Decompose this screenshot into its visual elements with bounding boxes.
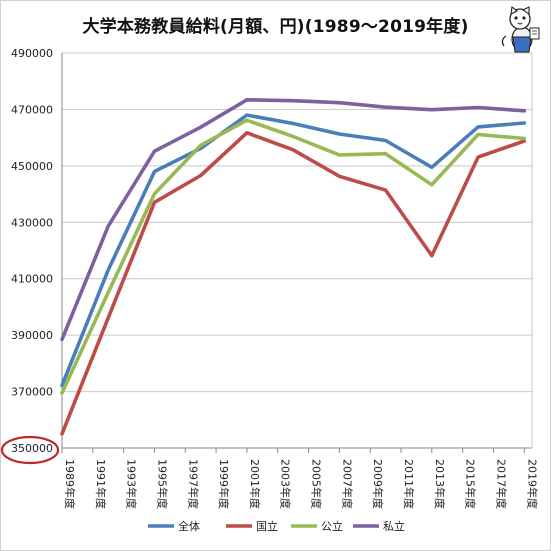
x-tick-label: 2003年度 xyxy=(279,459,293,509)
series-lines xyxy=(60,98,527,436)
legend-label: 公立 xyxy=(321,519,343,533)
x-tick-label: 2007年度 xyxy=(340,459,354,509)
y-tick-label: 350000 xyxy=(11,442,53,455)
y-tick-label: 370000 xyxy=(11,386,53,399)
y-tick-label: 410000 xyxy=(11,273,53,286)
x-tick-label: 2013年度 xyxy=(433,459,447,509)
x-tick-label: 2015年度 xyxy=(464,459,478,509)
cat-mascot-icon xyxy=(501,6,540,53)
x-tick-label: 1993年度 xyxy=(125,459,139,509)
series-line-all xyxy=(60,113,527,388)
x-tick-label: 1991年度 xyxy=(94,459,108,509)
x-tick-label: 2017年度 xyxy=(494,459,508,509)
y-tick-label: 430000 xyxy=(11,216,53,229)
x-tick-label: 1989年度 xyxy=(63,459,77,509)
chart-title: 大学本務教員給料(月額、円)(1989～2019年度) xyxy=(82,17,469,37)
legend-label: 国立 xyxy=(256,519,278,533)
legend: 全体 国立 公立 私立 xyxy=(148,519,405,533)
y-tick-label: 450000 xyxy=(11,160,53,173)
x-tick-label: 1995年度 xyxy=(155,459,169,509)
x-tick-label: 1997年度 xyxy=(186,459,200,509)
y-tick-label: 490000 xyxy=(11,47,53,60)
annotations xyxy=(0,435,60,465)
x-tick-labels: 1989年度 1991年度 1993年度 1995年度 1997年度 1999年度 2001… xyxy=(63,459,539,509)
x-tick-label: 2019年度 xyxy=(525,459,539,509)
y-tick-label: 470000 xyxy=(11,103,53,116)
x-tick-label: 1999年度 xyxy=(217,459,231,509)
x-tick-label: 2011年度 xyxy=(402,459,416,509)
x-tick-label: 2009年度 xyxy=(371,459,385,509)
series-line-public xyxy=(60,118,527,395)
y-tick-label: 390000 xyxy=(11,329,53,342)
series-line-national xyxy=(60,131,527,436)
y-tick-labels: 350000 370000 390000 410000 430000 450000 4700… xyxy=(11,47,53,455)
series-line-private xyxy=(60,98,527,342)
legend-label: 全体 xyxy=(178,519,200,533)
highlight-ellipse xyxy=(0,435,60,465)
x-tick-label: 2001年度 xyxy=(248,459,262,509)
x-tick-label: 2005年度 xyxy=(310,459,324,509)
legend-label: 私立 xyxy=(383,519,405,533)
